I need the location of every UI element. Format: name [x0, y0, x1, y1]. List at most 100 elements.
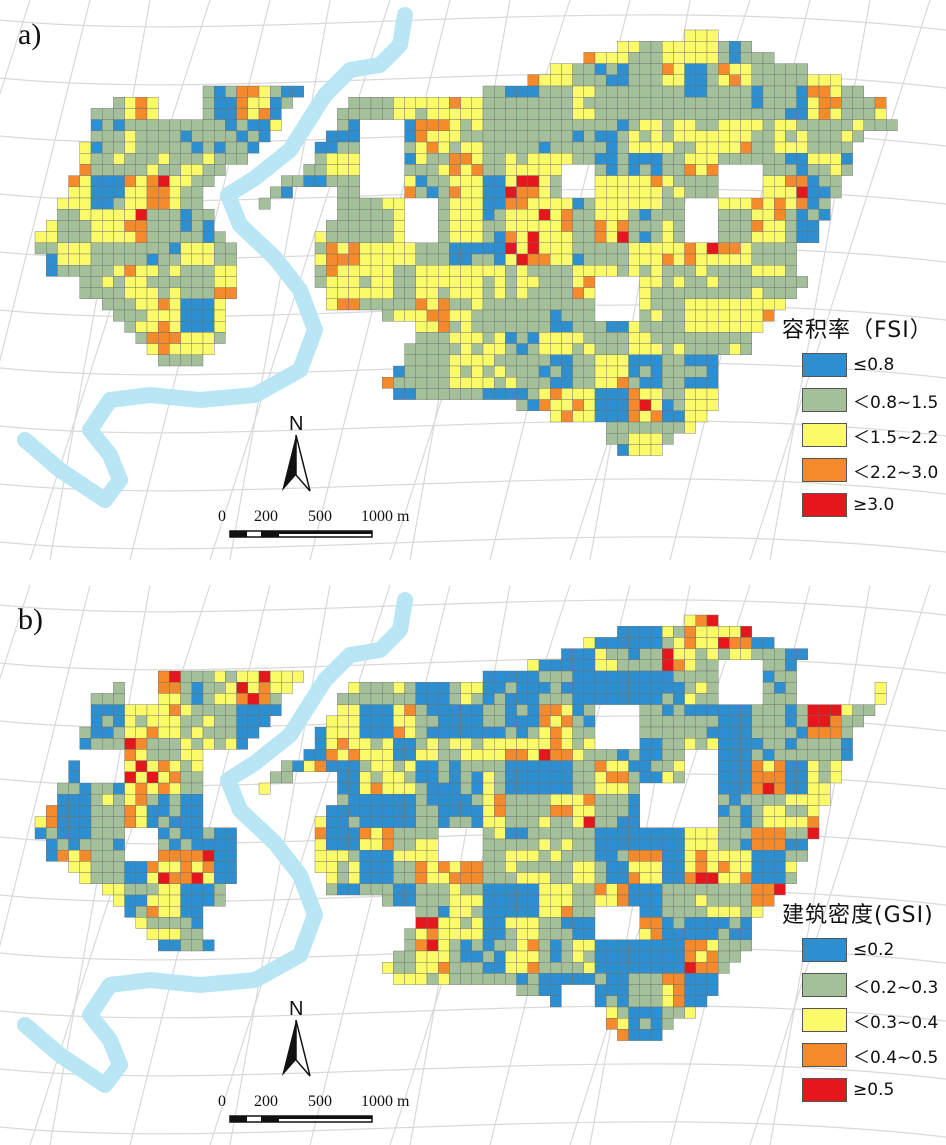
grid-cell — [191, 693, 204, 705]
grid-cell — [471, 265, 484, 277]
grid-cell — [516, 388, 528, 400]
grid-cell — [505, 737, 517, 750]
grid-cell — [146, 130, 159, 143]
grid-cell — [695, 973, 708, 985]
grid-cell — [662, 365, 674, 378]
grid-cell — [124, 197, 136, 210]
grid-cell — [527, 287, 540, 300]
grid-cell — [348, 130, 361, 143]
grid-cell — [796, 850, 808, 862]
grid-cell — [706, 242, 719, 255]
grid-cell — [314, 827, 327, 840]
grid-cell — [505, 760, 517, 773]
grid-cell — [695, 850, 708, 862]
grid-cell — [337, 265, 349, 277]
grid-cell — [684, 928, 696, 941]
grid-cell — [662, 63, 674, 75]
grid-cell — [135, 917, 148, 929]
grid-cell — [594, 883, 607, 896]
grid-cell — [695, 681, 708, 694]
grid-cell — [684, 343, 696, 356]
grid-cell — [124, 321, 136, 333]
grid-cell — [527, 681, 540, 694]
grid-cell — [706, 670, 719, 683]
grid-cell — [673, 749, 685, 761]
legend-label: ＜0.3~0.4 — [853, 1012, 939, 1033]
grid-cell — [68, 861, 80, 873]
grid-cell — [729, 950, 741, 963]
grid-cell — [774, 782, 786, 795]
grid-cell — [449, 164, 461, 176]
grid-cell — [516, 883, 528, 896]
grid-cell — [157, 749, 170, 761]
grid-cell — [628, 749, 640, 761]
grid-cell — [729, 41, 741, 53]
grid-cell — [729, 298, 741, 311]
grid-cell — [247, 85, 260, 98]
grid-cell — [572, 760, 584, 773]
grid-cell — [729, 220, 741, 232]
grid-cell — [639, 928, 652, 941]
grid-cell — [438, 950, 450, 963]
grid-cell — [79, 197, 92, 210]
grid-cell — [785, 253, 797, 266]
grid-cell — [684, 827, 696, 840]
grid-cell — [449, 343, 461, 356]
grid-cell — [583, 760, 596, 773]
grid-cell — [393, 377, 405, 389]
grid-cell — [583, 883, 596, 896]
grid-cell — [359, 276, 372, 288]
grid-cell — [762, 186, 775, 199]
grid-cell — [639, 108, 652, 120]
grid-cell — [90, 231, 103, 244]
grid-cell — [818, 119, 831, 131]
grid-cell — [46, 850, 58, 862]
grid-cell — [281, 96, 293, 109]
grid-cell — [202, 130, 215, 143]
grid-cell — [202, 253, 215, 266]
grid-cell — [650, 670, 663, 683]
grid-cell — [527, 950, 540, 963]
grid-cell — [695, 410, 708, 423]
legend-swatch — [802, 1043, 847, 1067]
grid-cell — [415, 973, 428, 985]
grid-cell — [729, 760, 741, 773]
grid-cell — [426, 760, 439, 773]
grid-cell — [718, 883, 730, 896]
grid-cell — [706, 377, 719, 389]
grid-cell — [762, 850, 775, 862]
grid-cell — [684, 63, 696, 75]
grid-cell — [213, 298, 226, 311]
grid-cell — [404, 388, 417, 400]
grid-cell — [460, 793, 473, 806]
grid-cell — [695, 354, 708, 367]
grid-cell — [662, 749, 674, 761]
grid-cell — [762, 276, 775, 288]
grid-cell — [135, 141, 148, 154]
grid-cell — [482, 287, 495, 300]
grid-cell — [337, 850, 349, 862]
grid-cell — [337, 872, 349, 885]
grid-cell — [494, 962, 506, 974]
grid-cell — [561, 152, 573, 165]
grid-cell — [729, 704, 741, 716]
grid-cell — [594, 760, 607, 773]
grid-cell — [594, 197, 607, 210]
grid-cell — [751, 850, 764, 862]
grid-cell — [359, 197, 372, 210]
grid-cell — [796, 715, 808, 728]
grid-cell — [807, 130, 820, 143]
grid-cell — [404, 771, 417, 784]
grid-cell — [326, 715, 338, 728]
grid-cell — [101, 850, 114, 862]
grid-cell — [113, 152, 125, 165]
grid-cell — [628, 130, 640, 143]
road-line — [0, 657, 946, 674]
grid-cell — [157, 265, 170, 277]
grid-cell — [561, 208, 573, 221]
grid-cell — [527, 242, 540, 255]
grid-cell — [471, 760, 484, 773]
grid-cell — [572, 917, 584, 929]
grid-cell — [807, 186, 820, 199]
grid-cell — [326, 726, 338, 739]
